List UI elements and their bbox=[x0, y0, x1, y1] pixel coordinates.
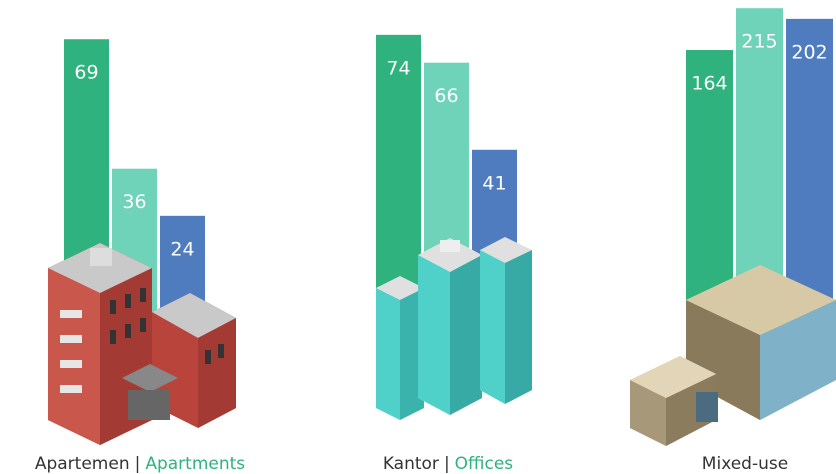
value-label: 41 bbox=[482, 172, 506, 194]
value-label: 202 bbox=[791, 41, 827, 63]
value-label: 164 bbox=[691, 73, 727, 95]
label-part: Apartments bbox=[145, 454, 245, 474]
value-label: 24 bbox=[170, 238, 194, 260]
mixed-use-building bbox=[630, 265, 836, 446]
label-part: Apartemen bbox=[35, 454, 130, 474]
value-label: 36 bbox=[122, 191, 146, 213]
value-label: 69 bbox=[74, 62, 98, 84]
value-label: 66 bbox=[434, 85, 458, 107]
label-part: Kantor bbox=[383, 454, 439, 474]
label-part: | bbox=[444, 454, 450, 474]
bar bbox=[786, 18, 833, 331]
category-label: Kantor | Offices bbox=[383, 454, 513, 474]
label-part: Mixed-use bbox=[702, 454, 788, 474]
value-label: 215 bbox=[741, 31, 777, 53]
label-part: | bbox=[135, 454, 141, 474]
label-part: Offices bbox=[455, 454, 514, 474]
office-towers bbox=[376, 237, 532, 420]
category-label: Apartemen | Apartments bbox=[35, 454, 245, 474]
value-label: 74 bbox=[386, 57, 410, 79]
category-label: Mixed-use bbox=[702, 454, 788, 474]
apartment-building bbox=[48, 243, 236, 445]
